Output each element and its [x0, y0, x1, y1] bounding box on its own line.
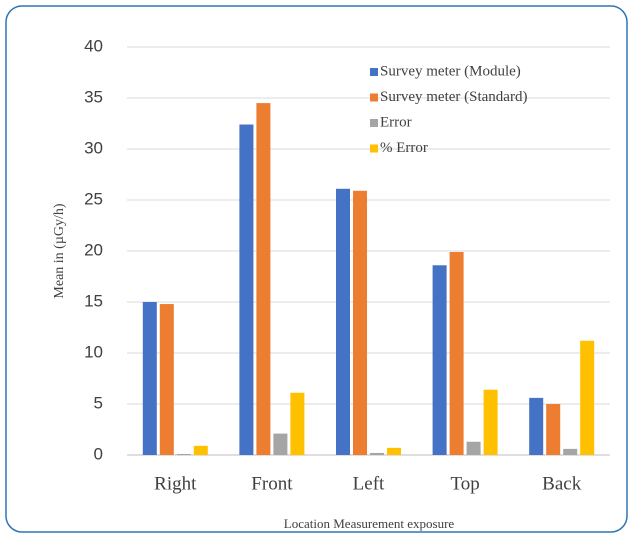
bar [546, 404, 561, 455]
y-tick-label: 35 [84, 87, 103, 106]
x-axis-label: Location Measurement exposure [284, 516, 455, 531]
y-tick-label: 15 [84, 291, 103, 310]
bar [353, 190, 367, 455]
y-tick-label: 25 [84, 189, 103, 208]
bar [193, 445, 208, 455]
bar [529, 397, 544, 455]
bar [273, 433, 288, 455]
x-tick-label: Top [450, 473, 479, 494]
legend-swatch [370, 93, 378, 102]
bar [176, 453, 191, 455]
y-tick-label: 10 [84, 342, 103, 361]
bar [387, 447, 401, 455]
legend-swatch [370, 119, 378, 127]
bar [159, 304, 174, 455]
bar [563, 448, 578, 455]
x-tick-label: Back [542, 473, 582, 494]
x-tick-label: Left [353, 473, 385, 494]
bar [239, 124, 254, 456]
bar [370, 452, 384, 455]
bar [290, 392, 305, 455]
bar [483, 389, 498, 455]
y-tick-label: 0 [94, 444, 103, 463]
legend-label: % Error [380, 140, 428, 156]
y-tick-label: 20 [84, 240, 103, 259]
y-tick-label: 30 [84, 138, 103, 157]
bar [432, 265, 447, 455]
bar [142, 302, 157, 455]
bar [466, 441, 481, 455]
legend-label: Survey meter (Standard) [380, 89, 527, 105]
bar [580, 340, 595, 455]
bar [336, 188, 350, 455]
x-tick-label: Right [154, 473, 197, 494]
bar [449, 252, 464, 455]
x-tick-label: Front [251, 473, 293, 494]
y-tick-label: 40 [84, 36, 103, 55]
legend-swatch [370, 144, 378, 153]
legend-swatch [370, 68, 378, 76]
y-tick-label: 5 [94, 393, 103, 412]
legend-label: Error [380, 114, 412, 130]
y-axis-label: Mean in (µGy/h) [52, 203, 67, 298]
legend-label: Survey meter (Module) [380, 63, 521, 79]
bar [256, 103, 271, 455]
